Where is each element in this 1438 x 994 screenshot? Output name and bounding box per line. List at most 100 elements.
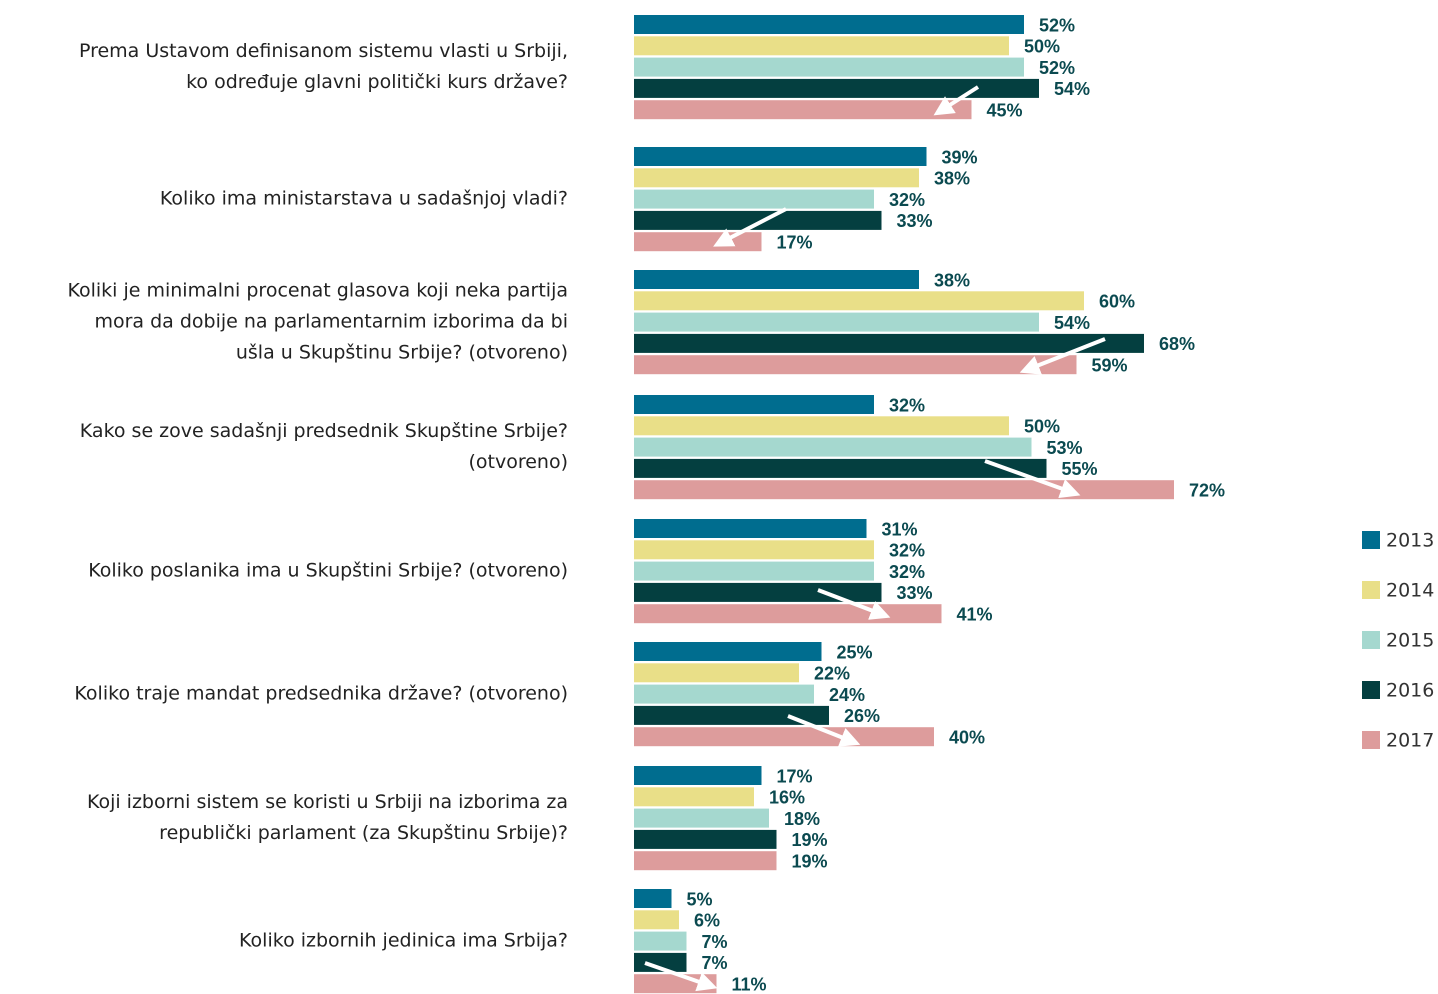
bar	[634, 582, 882, 602]
bar	[634, 395, 874, 414]
bar	[634, 663, 799, 683]
legend-swatch	[1362, 631, 1380, 649]
bar	[634, 684, 814, 704]
value-label: 32%	[889, 395, 925, 415]
value-label: 55%	[1062, 459, 1098, 479]
value-label: 38%	[934, 270, 970, 290]
value-label: 32%	[889, 562, 925, 582]
value-label: 16%	[769, 788, 805, 808]
value-label: 18%	[784, 809, 820, 829]
legend-label: 2014	[1386, 580, 1434, 602]
value-label: 54%	[1054, 313, 1090, 333]
category-label: Kako se zove sadašnji predsednik Skupšti…	[79, 420, 568, 474]
value-label: 52%	[1039, 15, 1075, 35]
value-label: 31%	[882, 519, 918, 539]
bar	[634, 829, 777, 849]
bar	[634, 168, 919, 188]
bar	[634, 147, 927, 166]
value-label: 50%	[1024, 417, 1060, 437]
value-label: 5%	[687, 889, 713, 909]
bar	[634, 931, 687, 951]
value-label: 11%	[732, 974, 767, 994]
legend-swatch	[1362, 731, 1380, 749]
bar	[634, 210, 882, 230]
legend-label: 2017	[1386, 730, 1434, 752]
value-label: 33%	[897, 583, 933, 603]
trend-arrow	[1019, 337, 1106, 375]
value-label: 45%	[987, 100, 1023, 120]
value-label: 6%	[694, 911, 720, 931]
value-label: 41%	[957, 604, 993, 624]
legend-swatch	[1362, 681, 1380, 699]
bar	[634, 705, 829, 725]
legend-label: 2013	[1386, 530, 1434, 552]
value-label: 72%	[1189, 480, 1225, 500]
bar	[634, 851, 777, 871]
value-label: 19%	[792, 851, 828, 871]
value-label: 38%	[934, 169, 970, 189]
category-label: Prema Ustavom definisanom sistemu vlasti…	[78, 40, 568, 94]
bar	[634, 519, 867, 538]
bar	[634, 910, 679, 930]
value-label: 40%	[949, 727, 985, 747]
bar	[634, 270, 919, 289]
bar	[634, 787, 754, 807]
value-label: 25%	[837, 642, 873, 662]
bar	[634, 727, 934, 747]
category-label: Koliko poslanika ima u Skupštini Srbije?…	[88, 559, 568, 582]
arrows	[644, 85, 1106, 992]
bar	[634, 312, 1039, 332]
value-label: 60%	[1099, 292, 1135, 312]
trend-arrow	[644, 961, 718, 992]
trend-arrow	[713, 207, 787, 247]
value-label: 68%	[1159, 334, 1195, 354]
bar	[634, 232, 762, 252]
bar	[634, 604, 942, 624]
bars: 52%50%52%54%45%39%38%32%33%17%38%60%54%6…	[634, 15, 1225, 994]
trend-arrow	[787, 714, 861, 747]
bar	[634, 78, 1039, 98]
value-label: 24%	[829, 685, 865, 705]
value-label: 7%	[702, 932, 728, 952]
value-label: 22%	[814, 664, 850, 684]
category-label: Koliki je minimalni procenat glasova koj…	[67, 279, 568, 364]
trend-arrow	[933, 85, 980, 116]
bar	[634, 355, 1077, 375]
trend-arrow	[984, 459, 1081, 499]
value-label: 54%	[1054, 79, 1090, 99]
legend-label: 2016	[1386, 680, 1434, 702]
bar	[634, 808, 769, 828]
bar	[634, 189, 874, 209]
value-label: 39%	[942, 147, 978, 167]
bar	[634, 437, 1032, 457]
category-label: Koliko izbornih jedinica ima Srbija?	[239, 929, 568, 952]
category-label: Koliko traje mandat predsednika države? …	[74, 682, 568, 705]
value-label: 32%	[889, 190, 925, 210]
legend-swatch	[1362, 581, 1380, 599]
bar	[634, 642, 822, 661]
bar	[634, 458, 1047, 478]
bar	[634, 57, 1024, 77]
bar	[634, 333, 1144, 353]
bar	[634, 889, 672, 908]
value-label: 26%	[844, 706, 880, 726]
value-label: 59%	[1092, 355, 1128, 375]
value-label: 32%	[889, 541, 925, 561]
bar	[634, 766, 762, 785]
bar	[634, 100, 972, 120]
bar	[634, 540, 874, 560]
value-label: 52%	[1039, 58, 1075, 78]
bar	[634, 36, 1009, 56]
bar	[634, 416, 1009, 436]
value-label: 17%	[777, 766, 813, 786]
bar	[634, 561, 874, 581]
category-label: Koliko ima ministarstava u sadašnjoj vla…	[159, 187, 568, 210]
value-label: 53%	[1047, 438, 1083, 458]
value-label: 7%	[702, 953, 728, 973]
bar	[634, 291, 1084, 311]
legend-swatch	[1362, 531, 1380, 549]
bar	[634, 480, 1174, 500]
legend-label: 2015	[1386, 630, 1434, 652]
